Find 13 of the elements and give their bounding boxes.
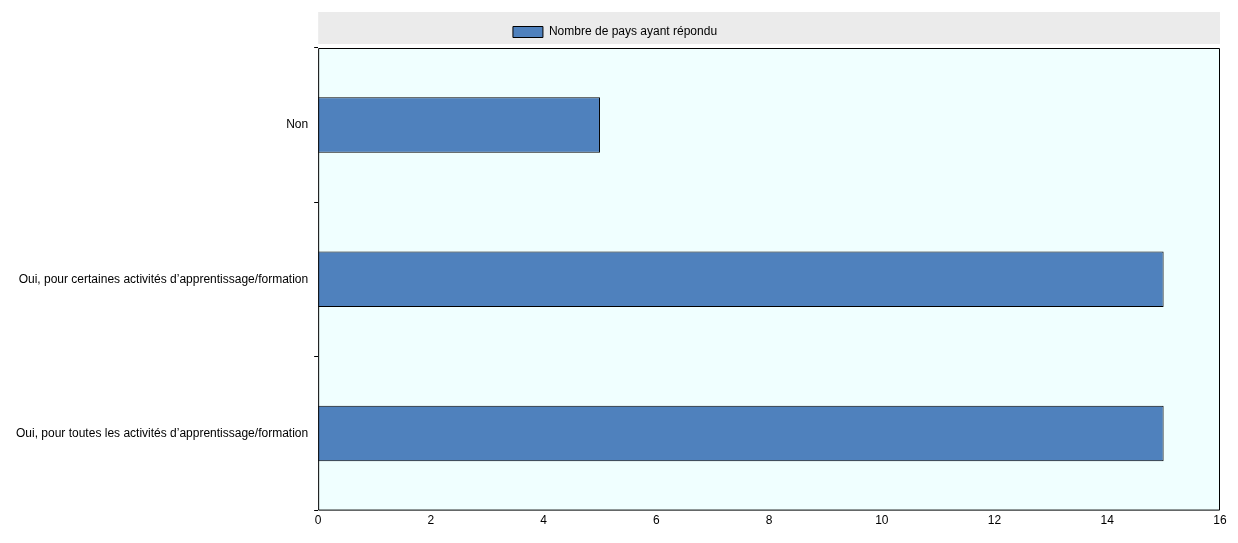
y-tick-label: Oui, pour toutes les activités d’apprentissage/formation [16,425,309,440]
x-tick-label: 16 [1213,513,1227,528]
x-tick-label: 12 [987,513,1002,528]
x-tick-label: 10 [875,513,889,528]
x-tick-label: 6 [653,513,660,528]
x-tick-label: 14 [1100,513,1115,528]
x-tick-label: 0 [314,513,322,528]
x-tick-label: 8 [765,513,773,528]
y-tick-label: Non [286,117,309,132]
x-tick-label: 2 [427,513,435,528]
legend-label: Nombre de pays ayant répondu [548,24,718,39]
x-tick-label: 4 [540,513,548,528]
y-tick-label: Oui, pour certaines activités d’apprentissage/formation [18,271,309,286]
